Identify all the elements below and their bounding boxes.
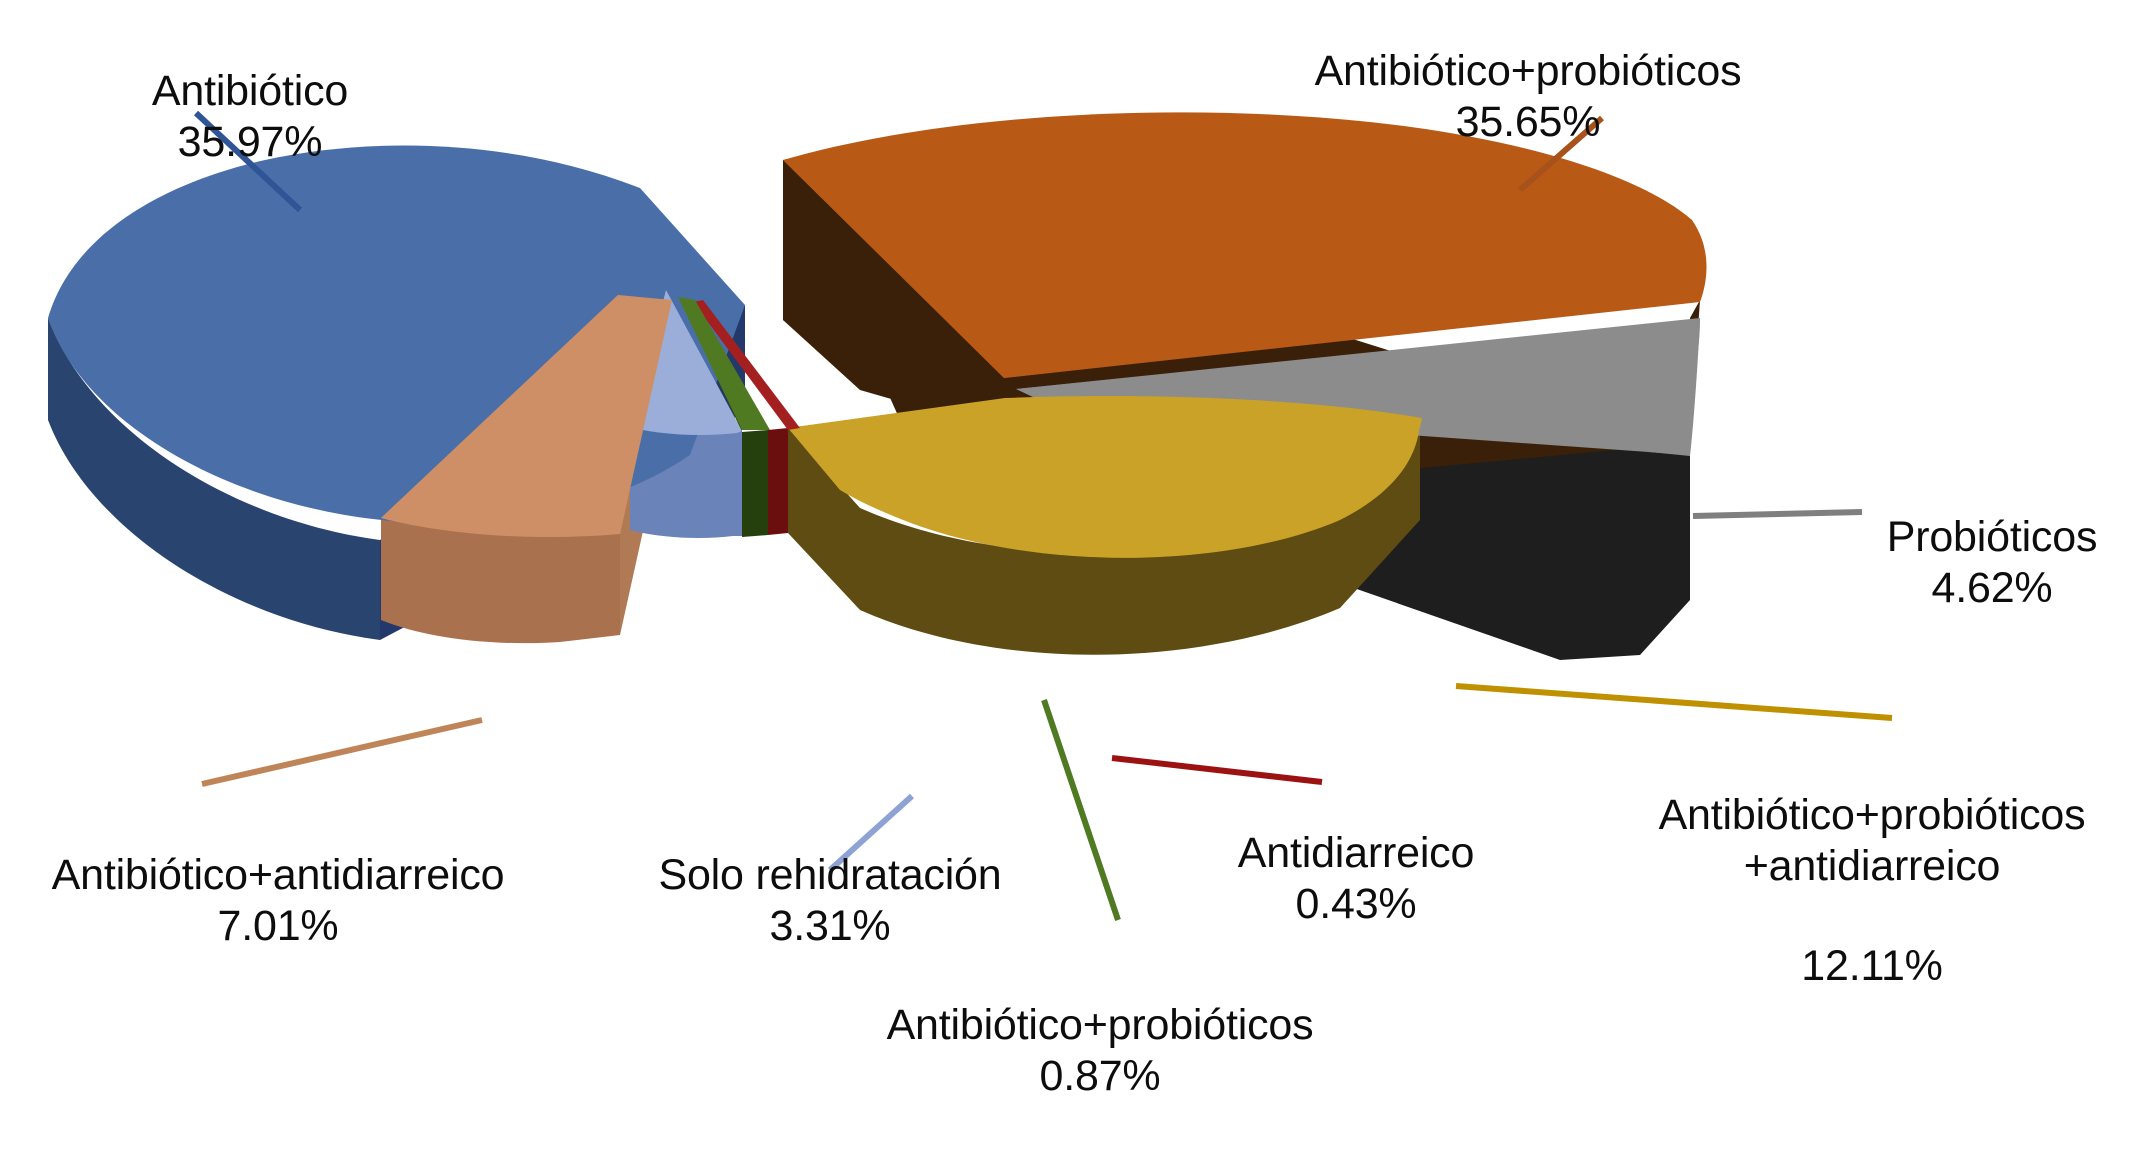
slice-antibiotico-probioticos-top [783, 112, 1707, 378]
callout-antibiotico-name: Antibiótico [151, 67, 349, 116]
pie-chart: Antibiótico 35.97% Antibiótico+probiótic… [0, 0, 2132, 1100]
slice-abx-prob-antidiarreico-top [788, 396, 1422, 558]
slice-antibiotico-antidiarreico-top [381, 295, 672, 538]
callout-antibiotico-antidiarreico-name: Antibiótico+antidiarreico [51, 851, 505, 900]
callout-antidiarreico: Antidiarreico 0.43% [1146, 778, 1566, 979]
callout-abx-prob-antidiarreico-name-line2: +antidiarreico [1743, 841, 2001, 890]
slice-antidiarreico-side [768, 428, 788, 535]
leader-line-antidiarreico [1111, 755, 1323, 785]
callout-abx-prob-antidiarreico: Antibiótico+probióticos +antidiarreico 1… [1612, 740, 2132, 1042]
slice-probioticos-top [1016, 318, 1700, 456]
callout-solo-rehidratacion-name: Solo rehidratación [658, 851, 1002, 900]
callout-antibiotico-probioticos-value: 35.65% [1455, 97, 1601, 146]
callout-antibiotico-probioticos: Antibiótico+probióticos 35.65% [1178, 0, 1878, 197]
leader-line-abx-prob-antidiarreico [1455, 683, 1893, 721]
leader-line-antibiotico-probioticos-small [1041, 699, 1121, 921]
callout-antibiotico-probioticos-small-value: 0.87% [1039, 1051, 1161, 1100]
leader-line-antibiotico-antidiarreico [201, 717, 483, 787]
callout-probioticos: Probióticos 4.62% [1852, 462, 2132, 663]
callout-abx-prob-antidiarreico-name: Antibiótico+probióticos [1658, 791, 2086, 840]
callout-antibiotico-antidiarreico-value: 7.01% [217, 901, 339, 950]
callout-antibiotico-probioticos-name: Antibiótico+probióticos [1314, 47, 1742, 96]
callout-antidiarreico-value: 0.43% [1295, 879, 1417, 928]
slice-antidiarreico-top [693, 300, 800, 430]
callout-antibiotico-probioticos-small-name: Antibiótico+probióticos [886, 1001, 1314, 1050]
callout-solo-rehidratacion: Solo rehidratación 3.31% [600, 800, 1060, 1001]
leader-line-probioticos [1692, 509, 1863, 519]
leader-line-antibiotico [193, 110, 303, 213]
leader-line-solo-rehidratacion [827, 793, 915, 873]
callout-antidiarreico-name: Antidiarreico [1237, 829, 1475, 878]
leader-line-antibiotico-probioticos [1518, 115, 1604, 193]
slice-abx-prob-antidiarreico-side [788, 418, 1420, 655]
callout-antibiotico-value: 35.97% [177, 117, 323, 166]
pie-chart-graphic [48, 110, 1893, 921]
callout-probioticos-value: 4.62% [1931, 563, 2053, 612]
callout-antibiotico-antidiarreico: Antibiótico+antidiarreico 7.01% [0, 800, 568, 1001]
callout-solo-rehidratacion-value: 3.31% [769, 901, 891, 950]
callout-abx-prob-antidiarreico-value: 12.11% [1801, 942, 1943, 991]
slice-antibiotico-probioticos-small-top [678, 297, 770, 430]
callout-probioticos-name: Probióticos [1886, 513, 2098, 562]
callout-antibiotico: Antibiótico 35.97% [40, 16, 460, 217]
